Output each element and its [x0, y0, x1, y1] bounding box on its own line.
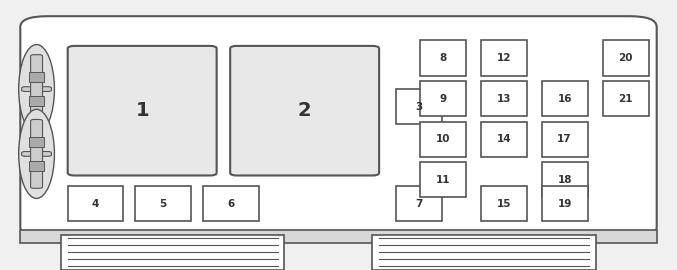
Text: 11: 11 [435, 174, 450, 185]
FancyBboxPatch shape [22, 87, 51, 92]
Text: 6: 6 [227, 199, 234, 209]
Bar [203, 186, 259, 221]
Bar [29, 96, 44, 106]
Text: 16: 16 [557, 93, 572, 104]
Bar [135, 186, 191, 221]
FancyBboxPatch shape [68, 46, 217, 176]
Text: 19: 19 [557, 199, 572, 209]
Bar [20, 230, 657, 243]
Text: 10: 10 [435, 134, 450, 144]
Bar [61, 235, 284, 270]
Bar [481, 186, 527, 221]
FancyBboxPatch shape [30, 55, 43, 124]
Text: 1: 1 [135, 101, 149, 120]
Text: 7: 7 [416, 199, 422, 209]
Bar [481, 40, 527, 76]
Bar [542, 122, 588, 157]
Text: 9: 9 [439, 93, 446, 104]
Bar [29, 161, 44, 171]
FancyBboxPatch shape [230, 46, 379, 176]
Text: 5: 5 [160, 199, 167, 209]
Bar [542, 186, 588, 221]
Bar [420, 122, 466, 157]
Text: 12: 12 [496, 53, 511, 63]
Text: 2: 2 [298, 101, 311, 120]
Bar [603, 81, 649, 116]
Text: 13: 13 [496, 93, 511, 104]
Text: 17: 17 [557, 134, 572, 144]
Bar [396, 186, 442, 221]
Bar [481, 122, 527, 157]
Bar [396, 89, 442, 124]
Bar [29, 137, 44, 147]
Bar [542, 162, 588, 197]
Bar [29, 72, 44, 82]
FancyBboxPatch shape [20, 16, 657, 238]
FancyBboxPatch shape [22, 151, 51, 156]
Bar [420, 40, 466, 76]
Text: 15: 15 [496, 199, 511, 209]
Bar [372, 235, 596, 270]
FancyBboxPatch shape [30, 119, 43, 188]
Ellipse shape [19, 45, 54, 134]
Bar [420, 162, 466, 197]
Bar [420, 81, 466, 116]
Text: 8: 8 [439, 53, 446, 63]
Ellipse shape [19, 109, 54, 198]
Bar [603, 40, 649, 76]
Bar [481, 81, 527, 116]
Text: 20: 20 [618, 53, 633, 63]
Bar [68, 186, 123, 221]
Text: 14: 14 [496, 134, 511, 144]
Text: 21: 21 [618, 93, 633, 104]
Text: 4: 4 [92, 199, 99, 209]
Bar [542, 81, 588, 116]
Text: 18: 18 [557, 174, 572, 185]
Text: 3: 3 [416, 102, 422, 112]
